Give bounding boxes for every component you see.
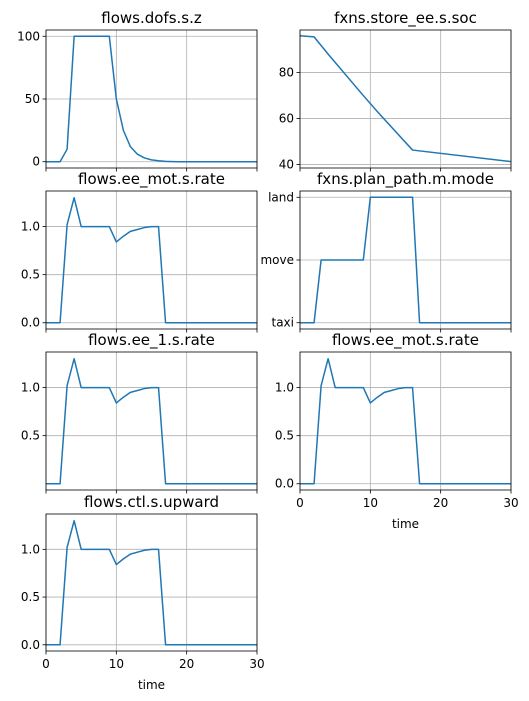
series-line bbox=[46, 35, 257, 163]
y-tick-label: taxi bbox=[272, 316, 295, 330]
y-tick-label: 0 bbox=[32, 155, 40, 169]
subplot-2: 40 60 80 fxns.store_ee.s.soc bbox=[279, 9, 512, 172]
subplot-1: 0 50 100 flows.dofs.s.z bbox=[17, 9, 258, 172]
axes-frame bbox=[45, 190, 258, 330]
subplot-title: flows.ee_1.s.rate bbox=[88, 331, 215, 350]
y-tick-label: 60 bbox=[279, 112, 294, 126]
y-tick-label: 50 bbox=[25, 92, 40, 106]
x-axis-label: time bbox=[392, 517, 419, 531]
series-line bbox=[46, 519, 257, 646]
x-axis-label: time bbox=[138, 678, 165, 692]
x-tick-label: 0 bbox=[296, 496, 304, 510]
y-tick-label: 1.0 bbox=[275, 381, 294, 395]
y-tick-label: 0.5 bbox=[21, 268, 40, 282]
series-line bbox=[46, 196, 257, 324]
series-line bbox=[300, 357, 511, 485]
x-tick-label: 30 bbox=[249, 657, 264, 671]
y-tick-label: move bbox=[260, 253, 294, 267]
series-line bbox=[299, 35, 512, 163]
y-tick-label: 0.0 bbox=[21, 638, 40, 652]
axes-frame bbox=[45, 351, 258, 491]
axes-frame bbox=[45, 513, 258, 652]
y-tick-label: 1.0 bbox=[21, 220, 40, 234]
y-tick-label: 0.0 bbox=[275, 477, 294, 491]
subplot-3: 0.0 0.5 1.0 flows.ee_mot.s.rate bbox=[21, 170, 258, 333]
x-tick-label: 0 bbox=[42, 657, 50, 671]
subplot-7: 0 10 20 30 0.0 0.5 1.0 flows.ctl.s.upward time bbox=[21, 493, 265, 692]
y-tick-label: 1.0 bbox=[21, 381, 40, 395]
y-tick-label: 80 bbox=[279, 66, 294, 80]
x-tick-label: 10 bbox=[363, 496, 378, 510]
axes-frame bbox=[299, 29, 512, 169]
axes-frame bbox=[299, 351, 512, 491]
y-tick-label: 0.5 bbox=[275, 429, 294, 443]
x-tick-label: 30 bbox=[503, 496, 518, 510]
series-line bbox=[46, 357, 257, 485]
x-tick-label: 20 bbox=[179, 657, 194, 671]
x-tick-label: 20 bbox=[433, 496, 448, 510]
y-tick-label: 1.0 bbox=[21, 542, 40, 556]
subplot-5: 0.5 1.0 flows.ee_1.s.rate bbox=[21, 331, 258, 494]
y-tick-label: 0.0 bbox=[21, 316, 40, 330]
subplot-title: flows.ctl.s.upward bbox=[84, 493, 219, 511]
subplot-title: flows.dofs.s.z bbox=[101, 9, 202, 27]
y-tick-label: land bbox=[268, 190, 294, 204]
subplot-title: fxns.store_ee.s.soc bbox=[334, 9, 477, 28]
subplot-4: taxi move land fxns.plan_path.m.mode bbox=[260, 170, 512, 333]
subplot-title: fxns.plan_path.m.mode bbox=[317, 170, 494, 189]
x-tick-label: 10 bbox=[109, 657, 124, 671]
y-tick-label: 40 bbox=[279, 158, 294, 172]
subplot-title: flows.ee_mot.s.rate bbox=[78, 170, 225, 189]
y-tick-label: 0.5 bbox=[21, 429, 40, 443]
series-line bbox=[300, 196, 511, 324]
y-tick-label: 0.5 bbox=[21, 590, 40, 604]
y-tick-label: 100 bbox=[17, 29, 40, 43]
subplot-title: flows.ee_mot.s.rate bbox=[332, 331, 479, 350]
